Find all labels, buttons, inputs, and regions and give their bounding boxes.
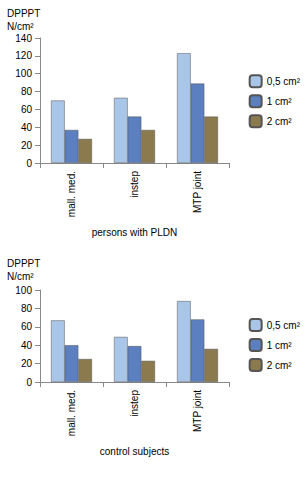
svg-text:MTP joint: MTP joint xyxy=(192,171,203,213)
svg-text:120: 120 xyxy=(15,50,32,61)
svg-text:mall. med.: mall. med. xyxy=(66,171,77,217)
svg-text:60: 60 xyxy=(21,104,33,115)
svg-text:1 cm²: 1 cm² xyxy=(267,96,293,107)
svg-text:0,5 cm²: 0,5 cm² xyxy=(267,320,301,331)
svg-text:1 cm²: 1 cm² xyxy=(267,340,293,351)
svg-text:instep: instep xyxy=(129,390,140,417)
svg-text:80: 80 xyxy=(21,303,33,314)
svg-text:N/cm²: N/cm² xyxy=(7,271,34,282)
svg-text:40: 40 xyxy=(21,340,33,351)
svg-text:mall. med.: mall. med. xyxy=(66,390,77,436)
svg-text:persons with PLDN: persons with PLDN xyxy=(92,227,178,238)
svg-text:2 cm²: 2 cm² xyxy=(267,360,293,371)
svg-text:instep: instep xyxy=(129,171,140,198)
svg-text:20: 20 xyxy=(21,140,33,151)
svg-text:100: 100 xyxy=(15,68,32,79)
svg-text:N/cm²: N/cm² xyxy=(7,21,34,32)
svg-text:140: 140 xyxy=(15,33,32,44)
svg-text:0: 0 xyxy=(26,158,32,169)
svg-text:20: 20 xyxy=(21,358,33,369)
svg-text:0: 0 xyxy=(26,377,32,388)
svg-text:40: 40 xyxy=(21,122,33,133)
svg-text:MTP joint: MTP joint xyxy=(192,390,203,432)
svg-text:80: 80 xyxy=(21,86,33,97)
svg-text:2 cm²: 2 cm² xyxy=(267,116,293,127)
svg-text:60: 60 xyxy=(21,321,33,332)
svg-text:DPPPT: DPPPT xyxy=(7,8,40,19)
svg-text:control subjects: control subjects xyxy=(100,446,169,457)
svg-text:100: 100 xyxy=(15,285,32,296)
svg-text:DPPPT: DPPPT xyxy=(7,258,40,269)
svg-text:0,5 cm²: 0,5 cm² xyxy=(267,76,301,87)
